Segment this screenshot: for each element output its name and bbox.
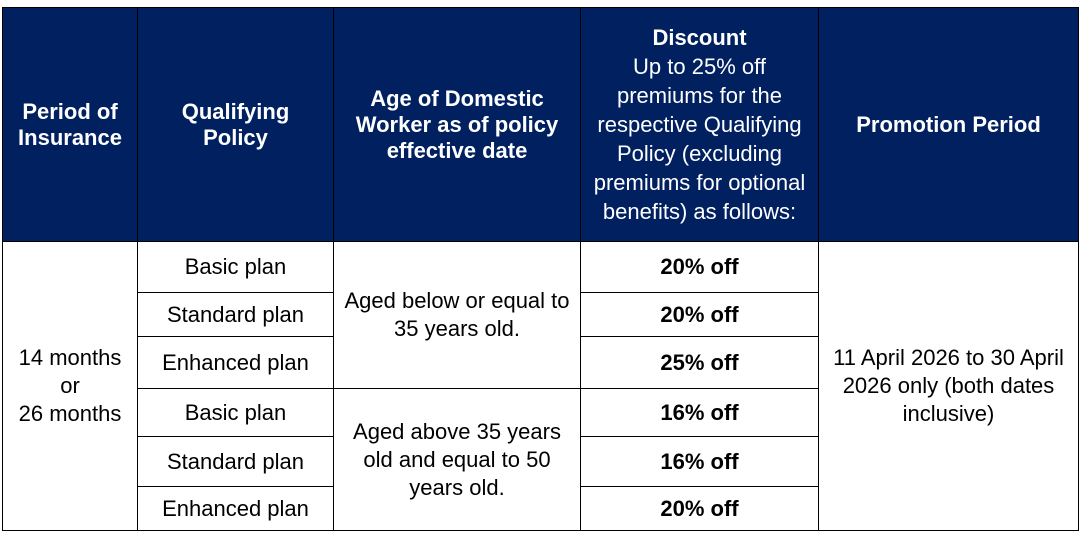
table-row: 14 months or 26 months Basic plan Aged b… [2,241,1079,531]
header-policy: Qualifying Policy [137,7,334,242]
promotion-period-cell: 11 April 2026 to 30 April 2026 only (bot… [818,241,1079,531]
period-line: 14 months [18,345,122,370]
discount-cell: 20% off [580,486,819,531]
age-group-cell: Aged above 35 years old and equal to 50 … [333,388,581,531]
discount-cell: 16% off [580,388,819,437]
plan-cell: Standard plan [137,436,334,487]
table-row: Standard plan 20% off [3,292,1079,337]
period-line: or [60,373,80,398]
discount-description: Up to 25% off premiums for the respectiv… [593,54,806,224]
age-group-cell: Aged below or equal to 35 years old. [333,241,581,389]
plan-cell: Basic plan [137,388,334,437]
header-promotion: Promotion Period [818,7,1079,242]
header-period: Period of Insurance [2,7,138,242]
plan-cell: Enhanced plan [137,486,334,531]
discount-cell: 20% off [580,241,819,293]
plan-cell: Basic plan [137,241,334,293]
discount-cell: 25% off [580,336,819,389]
period-cell: 14 months or 26 months [2,241,138,531]
table-row: Enhanced plan 20% off [3,486,1079,531]
table-row: Standard plan 16% off [3,436,1079,487]
discount-table: Period of Insurance Qualifying Policy Ag… [2,7,1079,531]
plan-cell: Standard plan [137,292,334,337]
plan-cell: Enhanced plan [137,336,334,389]
header-age: Age of Domestic Worker as of policy effe… [333,7,581,242]
table-row: Basic plan Aged above 35 years old and e… [3,388,1079,531]
discount-cell: 20% off [580,292,819,337]
header-discount: Discount Up to 25% off premiums for the … [580,7,819,242]
header-row: Period of Insurance Qualifying Policy Ag… [2,7,1079,242]
period-line: 26 months [18,401,122,426]
discount-title: Discount [652,25,747,50]
discount-cell: 16% off [580,436,819,487]
